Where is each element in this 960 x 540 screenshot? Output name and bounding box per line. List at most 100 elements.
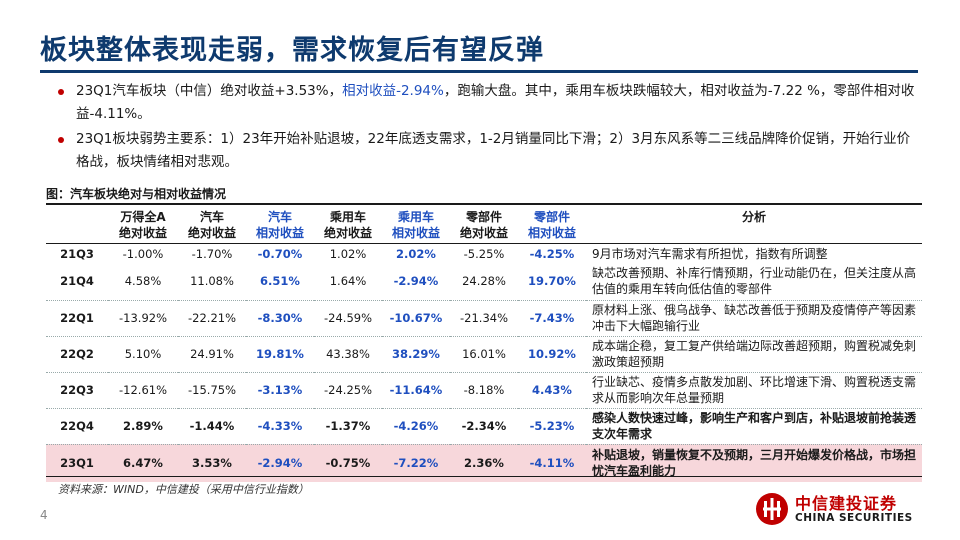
logo-text-en: CHINA SECURITIES [795, 512, 913, 524]
value-cell: -22.21% [178, 300, 246, 337]
bullet-dot-icon [58, 89, 64, 95]
value-cell: -5.25% [463, 247, 505, 261]
table-row: 22Q3 -12.61% -15.75% -3.13% -24.25% -11.64% -8… [46, 372, 922, 409]
value-cell: -2.94% [246, 444, 314, 482]
value-cell: 24.28% [450, 262, 518, 301]
analysis-cell: 感染人数快速过峰，影响生产和客户到店，补贴退坡前抢装透支次年需求 [586, 408, 922, 445]
source-divider [46, 476, 922, 477]
header-cell: 乘用车 绝对收益 [314, 206, 382, 244]
value-cell: -1.00% [122, 247, 164, 261]
header-cell: 万得全A 绝对收益 [108, 206, 178, 244]
table-row: 21Q4 4.58% 11.08% 6.51% 1.64% -2.94% 24.28% 19.… [46, 262, 922, 301]
value-cell: -24.25% [314, 372, 382, 409]
quarter-cell: 22Q2 [46, 336, 108, 373]
value-cell: -1.44% [178, 408, 246, 445]
value-cell: -1.70% [191, 247, 233, 261]
returns-table: 万得全A 绝对收益 汽车 绝对收益 汽车 相对收益 乘用车 绝对收益 乘用车 相对收益 零… [46, 206, 922, 482]
value-cell: -7.43% [518, 300, 586, 337]
value-cell: -4.33% [246, 408, 314, 445]
value-cell: 6.47% [108, 444, 178, 482]
analysis-cell: 成本端企稳，复工复产供给端边际改善超预期，购置税减免刺激政策超预期 [586, 336, 922, 373]
table-row: 22Q1 -13.92% -22.21% -8.30% -24.59% -10.67% -2… [46, 300, 922, 337]
bullet-dot-icon [58, 137, 64, 143]
analysis-cell: 9月市场对汽车需求有所担忧，指数有所调整 [592, 247, 828, 261]
quarter-cell: 22Q1 [46, 300, 108, 337]
value-cell: 24.91% [178, 336, 246, 373]
value-cell: 2.02% [396, 247, 436, 261]
value-cell: 10.92% [518, 336, 586, 373]
header-cell [46, 206, 108, 244]
page-number: 4 [40, 508, 48, 522]
bullet-list: 23Q1汽车板块（中信）绝对收益+3.53%，相对收益-2.94%，跑输大盘。其… [58, 80, 918, 176]
bullet-text: 23Q1板块弱势主要系：1）23年开始补贴退坡，22年底透支需求，1-2月销量同… [76, 131, 911, 170]
value-cell: -11.64% [382, 372, 450, 409]
header-cell: 零部件 绝对收益 [450, 206, 518, 244]
value-cell: -13.92% [108, 300, 178, 337]
source-note: 资料来源：WIND，中信建投（采用中信行业指数） [58, 483, 309, 496]
value-cell: -12.61% [108, 372, 178, 409]
value-cell: -4.25% [529, 247, 575, 261]
value-cell: 11.08% [178, 262, 246, 301]
value-cell: -10.67% [382, 300, 450, 337]
value-cell: -2.94% [382, 262, 450, 301]
table-row: 23Q1 6.47% 3.53% -2.94% -0.75% -7.22% 2.36% -4.… [46, 444, 922, 482]
header-cell: 零部件 相对收益 [518, 206, 586, 244]
value-cell: 5.10% [108, 336, 178, 373]
logo-text-cn: 中信建投证券 [795, 494, 898, 513]
bullet-item: 23Q1板块弱势主要系：1）23年开始补贴退坡，22年底透支需求，1-2月销量同… [58, 128, 918, 174]
value-cell: 2.36% [450, 444, 518, 482]
value-cell: 6.51% [246, 262, 314, 301]
analysis-cell: 原材料上涨、俄乌战争、缺芯改善低于预期及疫情停产等因素冲击下大幅跑输行业 [586, 300, 922, 337]
value-cell: 16.01% [450, 336, 518, 373]
quarter-cell: 21Q3 [60, 247, 94, 261]
table-row: 22Q4 2.89% -1.44% -4.33% -1.37% -4.26% -2.34% -… [46, 408, 922, 445]
value-cell: -0.75% [314, 444, 382, 482]
value-cell: -15.75% [178, 372, 246, 409]
value-cell: 4.58% [108, 262, 178, 301]
table-row: 22Q2 5.10% 24.91% 19.81% 43.38% 38.29% 16.01% 1… [46, 336, 922, 373]
value-cell: 3.53% [178, 444, 246, 482]
value-cell: -4.26% [382, 408, 450, 445]
value-cell: -8.30% [246, 300, 314, 337]
analysis-cell: 缺芯改善预期、补库行情预期，行业动能仍在，但关注度从高估值的乘用车转向低估值的零… [586, 262, 922, 301]
value-cell: -0.70% [257, 247, 303, 261]
header-cell: 汽车 相对收益 [246, 206, 314, 244]
table-header-row: 万得全A 绝对收益 汽车 绝对收益 汽车 相对收益 乘用车 绝对收益 乘用车 相对收益 零… [46, 206, 922, 244]
company-logo: 中信建投证券 CHINA SECURITIES [755, 490, 925, 530]
header-cell: 分析 [586, 206, 922, 244]
table-row: 21Q3 -1.00% -1.70% -0.70% 1.02% 2.02% -5.25% -4… [46, 244, 922, 263]
value-cell: 4.43% [518, 372, 586, 409]
quarter-cell: 22Q3 [46, 372, 108, 409]
value-cell: -2.34% [450, 408, 518, 445]
value-cell: 1.64% [314, 262, 382, 301]
company-logo-icon [756, 493, 788, 525]
title-divider [40, 70, 918, 73]
page-title: 板块整体表现走弱，需求恢复后有望反弹 [40, 35, 544, 66]
value-cell: 19.70% [518, 262, 586, 301]
value-cell: -3.13% [246, 372, 314, 409]
header-cell: 汽车 绝对收益 [178, 206, 246, 244]
value-cell: 2.89% [108, 408, 178, 445]
bullet-text-highlight: 相对收益-2.94% [342, 83, 444, 99]
value-cell: -4.11% [518, 444, 586, 482]
quarter-cell: 23Q1 [46, 444, 108, 482]
header-cell: 乘用车 相对收益 [382, 206, 450, 244]
value-cell: -7.22% [382, 444, 450, 482]
value-cell: 38.29% [382, 336, 450, 373]
value-cell: 19.81% [246, 336, 314, 373]
value-cell: -21.34% [450, 300, 518, 337]
analysis-cell: 行业缺芯、疫情多点散发加剧、环比增速下滑、购置税透支需求从而影响次年总量预期 [586, 372, 922, 409]
value-cell: -5.23% [518, 408, 586, 445]
figure-caption: 图：汽车板块绝对与相对收益情况 [46, 187, 227, 201]
value-cell: -24.59% [314, 300, 382, 337]
bullet-item: 23Q1汽车板块（中信）绝对收益+3.53%，相对收益-2.94%，跑输大盘。其… [58, 80, 918, 126]
caption-divider [46, 203, 922, 205]
value-cell: 1.02% [329, 247, 367, 261]
value-cell: 43.38% [314, 336, 382, 373]
bullet-text-pre: 23Q1汽车板块（中信）绝对收益+3.53%， [76, 83, 343, 99]
value-cell: -8.18% [450, 372, 518, 409]
quarter-cell: 21Q4 [46, 262, 108, 301]
quarter-cell: 22Q4 [46, 408, 108, 445]
value-cell: -1.37% [314, 408, 382, 445]
analysis-cell: 补贴退坡，销量恢复不及预期，三月开始爆发价格战，市场担忧汽车盈利能力 [586, 444, 922, 482]
